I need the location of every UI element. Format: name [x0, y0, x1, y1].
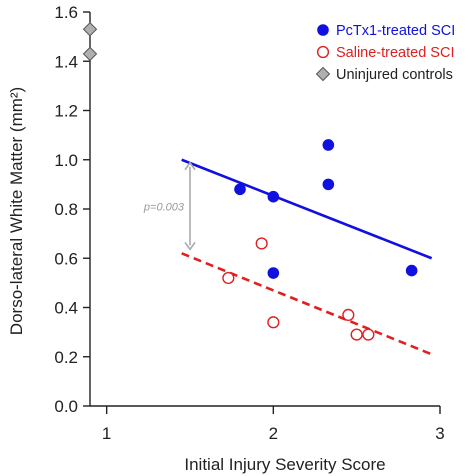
- y-tick-label: 0.8: [54, 200, 78, 219]
- y-tick-label: 1.2: [54, 102, 78, 121]
- x-axis-title: Initial Injury Severity Score: [184, 455, 385, 474]
- y-tick-label: 1.6: [54, 3, 78, 22]
- fit-lines: [181, 158, 433, 356]
- data-point-series-0: [267, 190, 280, 203]
- y-tick-labels: 0.0 0.2 0.4 0.6 0.8 1.0 1.2 1.4 1.6: [54, 3, 78, 416]
- data-point-series-0: [322, 139, 335, 151]
- legend-item-pctx1: PcTx1-treated SCI: [317, 23, 455, 39]
- x-tick-label: 2: [269, 424, 278, 443]
- annotation-arrowhead-bottom: [184, 241, 196, 251]
- data-point-series-0: [234, 183, 246, 196]
- annotation-arrowhead-top: [184, 161, 196, 171]
- legend-marker-1: [316, 45, 330, 59]
- legend-marker-2: [315, 66, 331, 82]
- x-tick-labels: 1 2 3: [102, 424, 445, 443]
- y-tick-label: 0.2: [54, 348, 78, 367]
- y-tick-label: 0.4: [54, 299, 78, 318]
- fit-line-1: [181, 252, 433, 356]
- legend-item-saline: Saline-treated SCI: [316, 45, 454, 61]
- data-points: [82, 22, 418, 341]
- data-point-series-0: [267, 267, 280, 279]
- y-axis-title: Dorso-lateral White Matter (mm²): [7, 87, 26, 335]
- data-point-series-2: [82, 46, 98, 62]
- p-value-annotation: p=0.003: [143, 161, 196, 251]
- y-tick-label: 0.6: [54, 249, 78, 268]
- axes: [83, 11, 441, 414]
- data-point-series-1: [222, 271, 235, 285]
- legend-marker-0: [317, 24, 329, 36]
- data-point-series-1: [255, 237, 268, 250]
- legend-label-pctx1: PcTx1-treated SCI: [336, 23, 455, 39]
- data-point-series-1: [362, 328, 375, 341]
- x-tick-label: 1: [102, 424, 111, 443]
- legend: PcTx1-treated SCI Saline-treated SCI Uni…: [315, 23, 455, 83]
- p-value-label: p=0.003: [143, 202, 185, 214]
- y-tick-label: 1.4: [54, 52, 78, 71]
- data-point-series-1: [342, 308, 355, 321]
- legend-item-uninjured: Uninjured controls: [315, 66, 453, 83]
- data-point-series-0: [322, 178, 335, 191]
- data-point-series-1: [267, 316, 280, 329]
- y-tick-label: 1.0: [54, 151, 78, 170]
- y-tick-label: 0.0: [54, 397, 78, 416]
- fit-line-0: [181, 158, 433, 260]
- data-point-series-1: [350, 328, 363, 341]
- legend-label-saline: Saline-treated SCI: [336, 45, 454, 61]
- legend-label-uninjured: Uninjured controls: [336, 67, 453, 83]
- data-point-series-0: [405, 264, 418, 277]
- x-tick-label: 3: [435, 424, 444, 443]
- data-point-series-2: [82, 22, 98, 37]
